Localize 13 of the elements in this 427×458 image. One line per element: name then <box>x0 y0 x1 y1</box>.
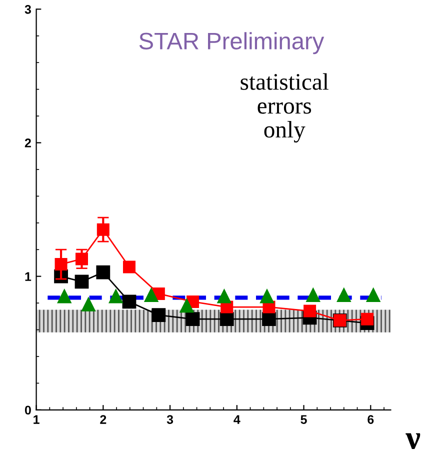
y-tick-label: 3 <box>24 4 31 14</box>
y-tick-label: 0 <box>24 406 31 415</box>
text: STAR Preliminary <box>139 32 324 54</box>
x-tick-label: 2 <box>100 415 106 424</box>
y-tick-label: 2 <box>24 138 31 148</box>
y-tick-label: 1 <box>25 272 32 281</box>
x-tick-label: 3 <box>166 415 174 424</box>
x-tick-label: 4 <box>234 415 240 424</box>
x-tick-label: 6 <box>368 415 374 424</box>
x-tick-label: 5 <box>300 415 307 424</box>
x-axis-title: ν <box>406 433 420 449</box>
x-tick-label: 1 <box>34 415 40 424</box>
annotation: statistical errors only <box>240 73 328 142</box>
